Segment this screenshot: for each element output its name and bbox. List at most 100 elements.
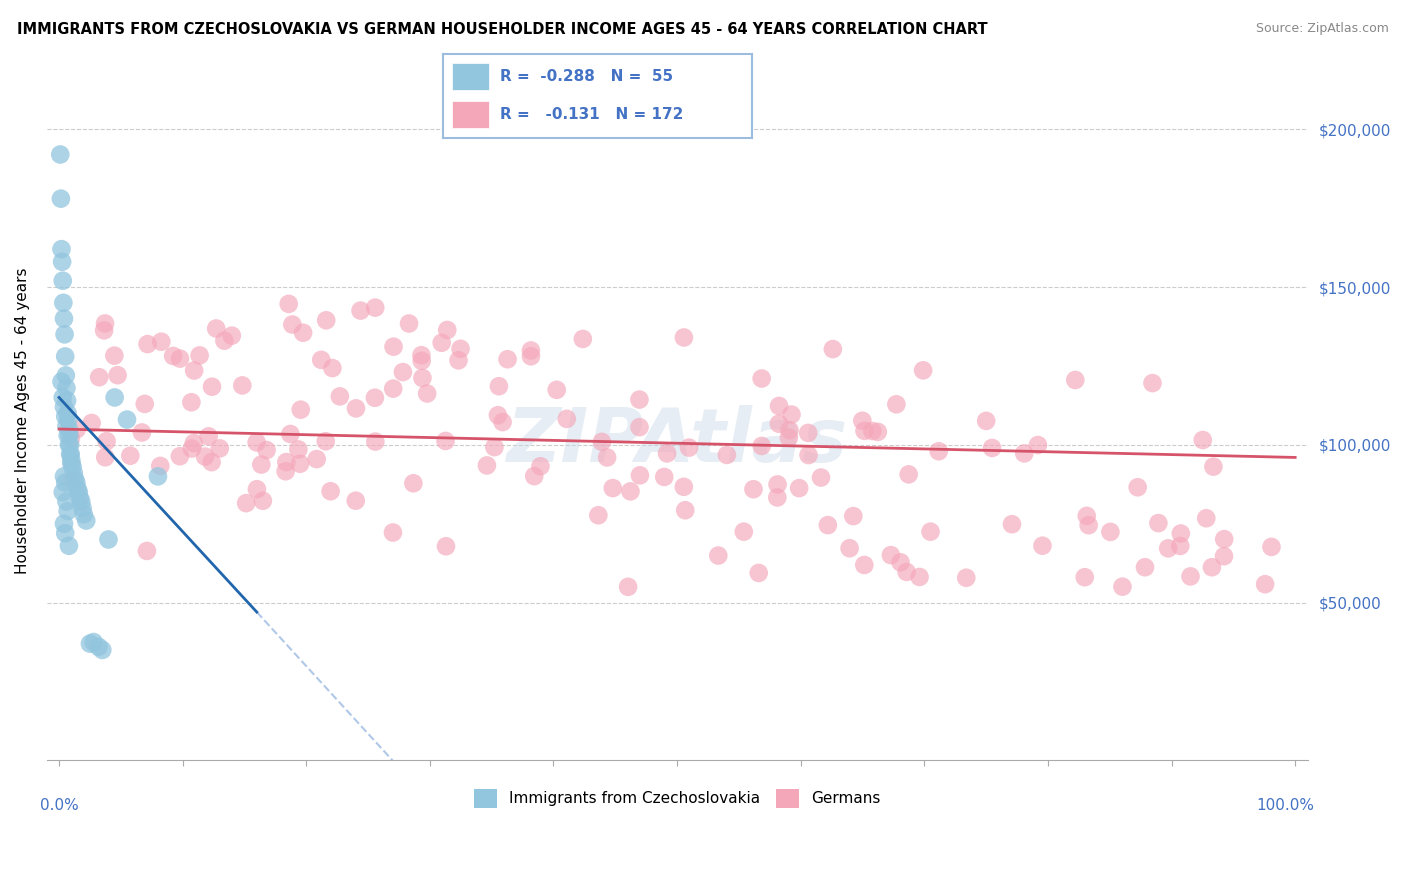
Point	[655, 446, 678, 460]
Point	[277, 297, 299, 311]
Point	[1195, 511, 1218, 525]
Point	[281, 318, 304, 332]
Point	[194, 450, 217, 464]
Point	[75, 514, 97, 528]
Point	[52, 295, 75, 310]
Point	[1076, 508, 1098, 523]
Point	[416, 386, 439, 401]
Point	[62, 459, 84, 474]
Point	[797, 425, 820, 440]
Point	[1099, 524, 1122, 539]
Point	[1157, 541, 1180, 556]
Point	[66, 422, 89, 436]
Point	[67, 485, 90, 500]
Point	[96, 434, 118, 449]
Point	[246, 435, 269, 450]
Point	[1031, 539, 1053, 553]
Point	[87, 640, 110, 654]
Point	[398, 317, 420, 331]
Point	[628, 392, 651, 407]
Point	[305, 452, 328, 467]
Point	[768, 399, 790, 413]
Point	[55, 418, 77, 433]
Point	[1064, 373, 1087, 387]
Point	[411, 354, 433, 368]
Point	[546, 383, 568, 397]
Point	[411, 348, 433, 362]
Text: 100.0%: 100.0%	[1256, 797, 1313, 813]
Point	[1170, 526, 1192, 541]
Point	[52, 485, 75, 500]
Point	[520, 349, 543, 363]
Point	[59, 438, 82, 452]
Point	[292, 326, 315, 340]
Point	[55, 368, 77, 383]
Point	[120, 449, 142, 463]
Point	[810, 470, 832, 484]
Point	[146, 469, 169, 483]
Point	[491, 415, 513, 429]
Point	[652, 470, 675, 484]
Point	[79, 637, 101, 651]
Point	[287, 442, 309, 457]
Point	[315, 434, 337, 449]
Point	[221, 328, 243, 343]
Point	[53, 327, 76, 342]
Point	[73, 507, 96, 521]
Point	[381, 525, 404, 540]
Point	[981, 441, 1004, 455]
Point	[52, 400, 75, 414]
Legend: Immigrants from Czechoslovakia, Germans: Immigrants from Czechoslovakia, Germans	[468, 783, 886, 814]
FancyBboxPatch shape	[453, 62, 489, 90]
Point	[1111, 580, 1133, 594]
Point	[180, 442, 202, 456]
Point	[628, 468, 651, 483]
Point	[1180, 569, 1202, 583]
Point	[58, 412, 80, 426]
Point	[955, 571, 977, 585]
Point	[912, 363, 935, 377]
Point	[402, 476, 425, 491]
Point	[80, 416, 103, 430]
Point	[162, 349, 184, 363]
Point	[628, 420, 651, 434]
Point	[447, 353, 470, 368]
Point	[842, 509, 865, 524]
Point	[768, 417, 790, 431]
Point	[853, 424, 876, 438]
Y-axis label: Householder Income Ages 45 - 64 years: Householder Income Ages 45 - 64 years	[15, 268, 30, 574]
Point	[619, 484, 641, 499]
Point	[392, 365, 415, 379]
Point	[364, 391, 387, 405]
Point	[183, 436, 205, 450]
Point	[136, 337, 159, 351]
Point	[851, 414, 873, 428]
Point	[344, 493, 367, 508]
Point	[63, 473, 86, 487]
Point	[83, 635, 105, 649]
Point	[56, 428, 79, 442]
Point	[208, 442, 231, 456]
Point	[94, 450, 117, 465]
Point	[70, 494, 93, 508]
Point	[55, 381, 77, 395]
Point	[779, 423, 801, 437]
Point	[733, 524, 755, 539]
Point	[890, 555, 912, 569]
Point	[94, 317, 117, 331]
Point	[53, 526, 76, 541]
Point	[572, 332, 595, 346]
Point	[529, 459, 551, 474]
Point	[344, 401, 367, 416]
Point	[1142, 376, 1164, 390]
Point	[596, 450, 619, 465]
Point	[1191, 433, 1213, 447]
Point	[1202, 459, 1225, 474]
Point	[55, 494, 77, 508]
Point	[63, 467, 86, 481]
FancyBboxPatch shape	[453, 101, 489, 128]
Point	[69, 491, 91, 506]
Point	[1026, 438, 1049, 452]
Point	[66, 482, 89, 496]
Point	[51, 254, 73, 268]
